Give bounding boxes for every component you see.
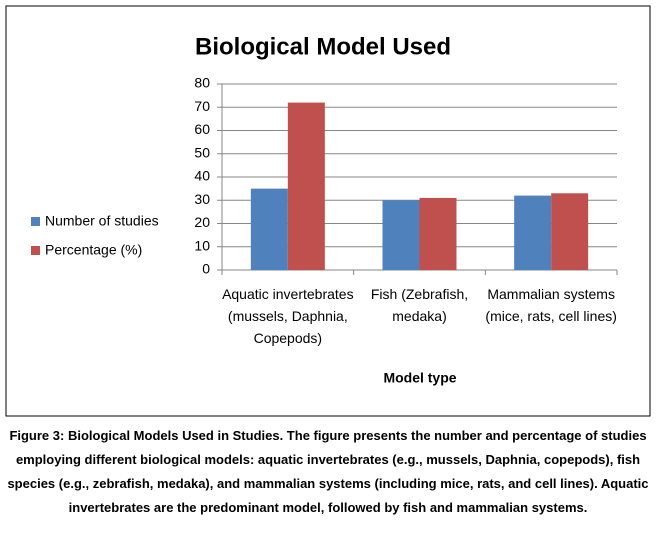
y-tick-label: 70 [194,98,210,114]
y-tick-label: 10 [194,237,210,253]
bar [551,193,589,270]
y-tick-label: 40 [194,168,210,184]
x-axis-label: Model type [383,370,456,386]
bar [287,102,325,270]
chart-title: Biological Model Used [195,33,451,60]
bar [514,195,552,270]
x-tick-label: Mammalian systems (mice, rats, cell line… [485,286,617,324]
legend-label: Number of studies [45,213,159,229]
y-tick-label: 50 [194,144,210,160]
legend-swatch [31,217,40,226]
x-tick-label: Fish (Zebrafish, medaka) [370,286,469,324]
y-tick-label: 20 [194,214,210,230]
bar [419,197,457,270]
y-tick-label: 30 [194,191,210,207]
bar [382,200,420,270]
legend-label: Percentage (%) [45,242,142,258]
y-tick-label: 60 [194,121,210,137]
bar [250,188,288,270]
caption: Figure 3: Biological Models Used in Stud… [7,428,649,515]
chart: Biological Model Used Model type 0 10 20 30… [5,5,651,417]
y-tick-label: 80 [194,75,210,91]
legend-swatch [31,246,40,255]
x-tick-label: Aquatic invertebrates (mussels, Daphnia,… [222,286,354,346]
y-tick-label: 0 [202,261,210,277]
